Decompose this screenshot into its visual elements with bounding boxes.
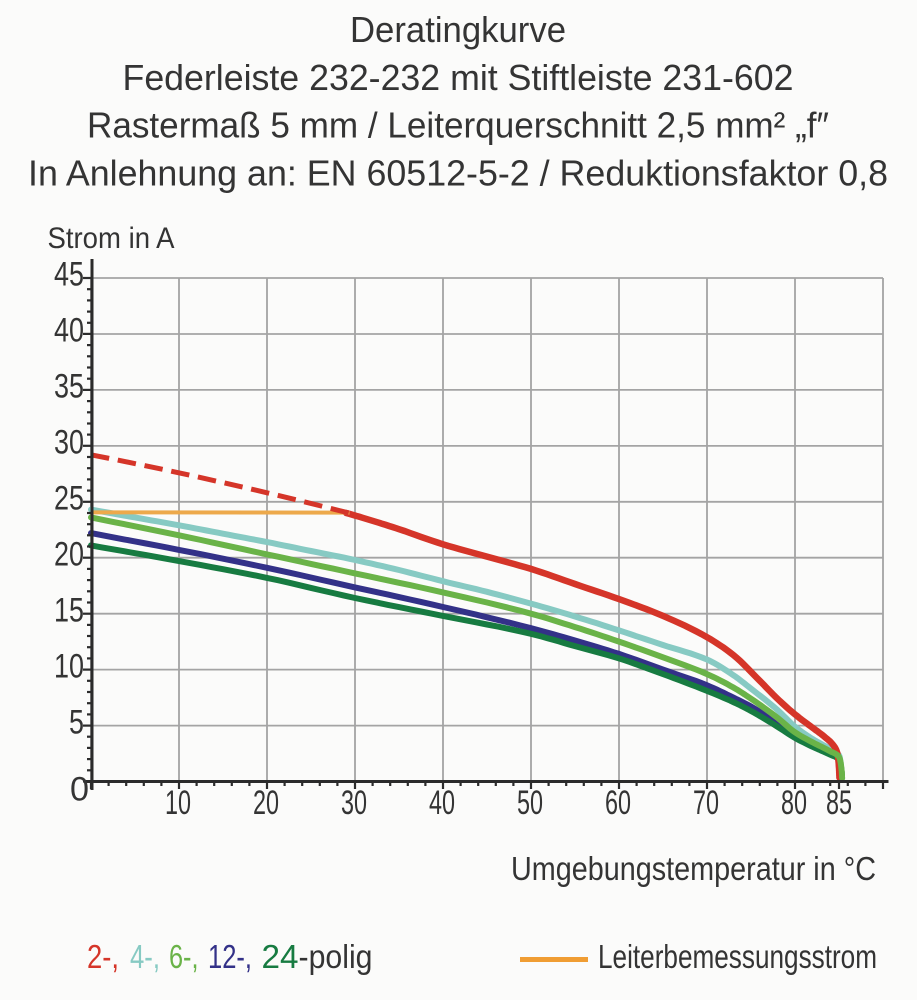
svg-text:24: 24 [262, 938, 299, 975]
svg-text:15: 15 [54, 591, 84, 629]
svg-text:10: 10 [54, 647, 84, 685]
svg-text:50: 50 [517, 784, 543, 822]
svg-text:40: 40 [54, 312, 84, 350]
svg-text:20: 20 [253, 784, 279, 822]
svg-text:30: 30 [54, 424, 84, 462]
svg-text:In Anlehnung an: EN 60512-5-2: In Anlehnung an: EN 60512-5-2 / Reduktio… [28, 153, 888, 194]
svg-text:25: 25 [54, 480, 84, 518]
svg-text:4-,: 4-, [130, 938, 160, 975]
svg-text:70: 70 [693, 784, 719, 822]
svg-text:40: 40 [429, 784, 455, 822]
svg-text:60: 60 [605, 784, 631, 822]
svg-text:2-,: 2-, [87, 938, 119, 975]
svg-text:12-,: 12-, [208, 938, 252, 975]
svg-text:45: 45 [54, 256, 84, 294]
svg-text:Umgebungstemperatur in °C: Umgebungstemperatur in °C [511, 851, 876, 888]
svg-text:Federleiste 232-232 mit Stiftl: Federleiste 232-232 mit Stiftleiste 231-… [123, 57, 794, 98]
svg-text:Deratingkurve: Deratingkurve [350, 9, 566, 50]
svg-text:-polig: -polig [299, 938, 373, 975]
svg-text:20: 20 [54, 535, 84, 573]
svg-text:10: 10 [165, 784, 191, 822]
svg-text:5: 5 [69, 703, 84, 741]
svg-text:35: 35 [54, 368, 84, 406]
svg-text:Leiterbemessungsstrom: Leiterbemessungsstrom [598, 938, 877, 975]
svg-text:Rastermaß 5 mm / Leiterquersch: Rastermaß 5 mm / Leiterquerschnitt 2,5 m… [87, 105, 829, 146]
svg-text:Strom in A: Strom in A [48, 222, 175, 255]
svg-text:6-,: 6-, [169, 938, 199, 975]
svg-text:80: 80 [781, 784, 807, 822]
svg-text:30: 30 [341, 784, 367, 822]
svg-text:0: 0 [70, 771, 89, 809]
svg-text:85: 85 [826, 784, 852, 822]
